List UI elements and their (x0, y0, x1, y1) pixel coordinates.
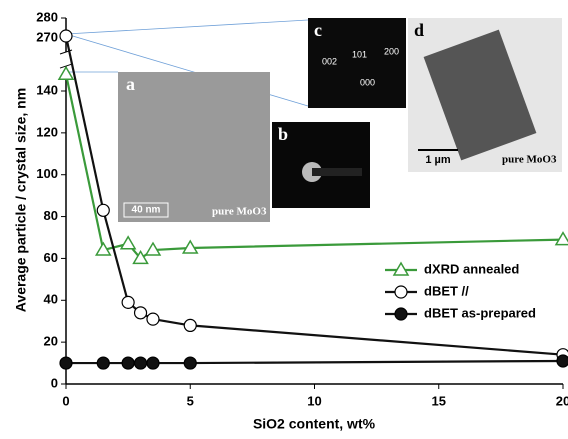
x-tick-label: 15 (432, 393, 446, 408)
data-point (60, 357, 72, 369)
spot-label: 101 (352, 49, 367, 59)
data-point (60, 30, 72, 42)
inset-label: b (278, 124, 288, 144)
data-point (135, 357, 147, 369)
legend-label: dBET as-prepared (424, 305, 536, 320)
y-tick-label: 120 (36, 124, 58, 139)
y-tick-label: 0 (51, 375, 58, 390)
data-point (184, 357, 196, 369)
beam-stop (312, 168, 362, 176)
x-tick-label: 0 (62, 393, 69, 408)
data-point (122, 296, 134, 308)
spot-label: 000 (360, 77, 375, 87)
x-tick-label: 20 (556, 393, 568, 408)
legend-label: dBET // (424, 283, 469, 298)
x-tick-label: 5 (187, 393, 194, 408)
spot-label: 002 (322, 56, 337, 66)
inset-a (118, 72, 270, 222)
y-axis-label: Average particle / crystal size, nm (13, 88, 29, 312)
legend-label: dXRD annealed (424, 261, 519, 276)
y-tick-label: 280 (36, 9, 58, 24)
data-point (97, 357, 109, 369)
inset-label: d (414, 20, 424, 40)
inset-label: c (314, 20, 322, 40)
chart: Average particle / crystal size, nm SiO2… (0, 0, 568, 434)
x-tick-label: 10 (307, 393, 321, 408)
inset-caption: pure MoO3 (502, 154, 557, 166)
legend-marker (395, 308, 407, 320)
spot-label: 200 (384, 46, 399, 56)
data-point (557, 355, 568, 367)
data-point (147, 357, 159, 369)
scale-label: 40 nm (132, 205, 161, 216)
data-point (135, 307, 147, 319)
x-axis-label: SiO2 content, wt% (253, 416, 376, 432)
data-point (147, 313, 159, 325)
y-tick-label: 140 (36, 82, 58, 97)
y-tick-label: 20 (44, 334, 58, 349)
y-tick-label: 40 (44, 292, 58, 307)
legend-marker (395, 286, 407, 298)
scale-label: 1 µm (425, 154, 451, 166)
inset-label: a (126, 74, 135, 94)
y-tick-label: 60 (44, 250, 58, 265)
y-tick-label: 80 (44, 208, 58, 223)
data-point (97, 204, 109, 216)
y-tick-label: 100 (36, 166, 58, 181)
y-tick-label: 270 (36, 29, 58, 44)
data-point (122, 357, 134, 369)
inset-caption: pure MoO3 (212, 206, 267, 218)
data-point (184, 319, 196, 331)
